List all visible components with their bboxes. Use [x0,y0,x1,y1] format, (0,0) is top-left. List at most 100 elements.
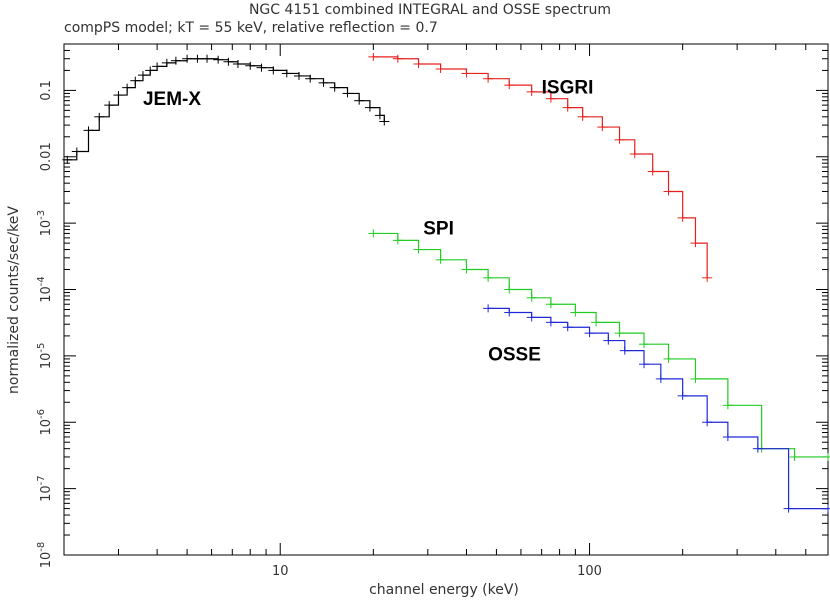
data-point [647,167,658,176]
data-point [639,360,650,369]
series-line [488,307,828,510]
data-point [368,52,379,61]
data-point [483,304,494,313]
series-jem-x: JEM-X [62,54,390,164]
data-point [823,504,830,513]
series-isgri: ISGRI [368,52,713,282]
data-point [562,323,573,332]
data-point [245,61,256,70]
series-line [373,56,708,278]
series-line [373,232,828,458]
data-point [62,155,73,164]
x-tick-label: 100 [577,564,602,579]
data-point [461,69,472,78]
chart-title: NGC 4151 combined INTEGRAL and OSSE spec… [249,2,611,18]
y-axis: 0.1 0.01 10-3 10-4 10-5 10-6 10-7 10-8 [36,43,828,569]
x-tick-label: 10 [272,564,289,579]
data-point [526,293,537,302]
data-point [504,285,515,294]
series-line [67,58,385,161]
data-point [783,504,794,513]
series-label: JEM-X [143,89,201,110]
data-point [104,101,115,110]
data-point [368,229,379,238]
series-label: SPI [423,218,454,239]
data-point [318,78,329,87]
data-point [570,308,581,317]
data-point [392,236,403,245]
data-point [413,59,424,68]
data-point [619,346,630,355]
data-point [545,300,556,309]
data-point [702,273,713,282]
data-point [223,57,234,66]
data-point [161,58,172,67]
series-group: JEM-X ISGRI SPI OSSE [62,52,830,513]
data-point [379,117,390,126]
data-point [202,54,213,63]
y-tick-label: 10-8 [36,542,54,569]
data-point [232,59,243,68]
data-point [663,187,674,196]
data-point [584,329,595,338]
data-point [663,354,674,363]
data-point [435,255,446,264]
data-point [823,452,830,461]
data-point [354,96,365,105]
data-point [614,135,625,144]
series-label: ISGRI [542,77,594,98]
data-point [305,74,316,83]
data-point [256,63,267,72]
data-point [461,265,472,274]
data-point [722,401,733,410]
data-point [690,239,701,248]
data-point [702,418,713,427]
data-point [504,81,515,90]
data-point [113,91,124,100]
data-point [122,83,133,92]
chart-subtitle: compPS model; kT = 55 keV, relative refl… [64,20,438,36]
data-point [614,329,625,338]
data-point [677,213,688,222]
data-point [545,318,556,327]
x-axis-label: channel energy (keV) [369,582,519,598]
data-point [526,313,537,322]
data-point [639,340,650,349]
data-point [170,56,181,65]
data-point [392,54,403,63]
data-point [83,126,94,135]
y-tick-label: 10-5 [36,343,54,370]
data-point [597,123,608,132]
y-tick-label: 10-4 [36,276,54,303]
data-point [483,273,494,282]
plot-frame [63,43,829,556]
data-point [690,374,701,383]
data-point [374,111,385,120]
data-point [591,318,602,327]
y-tick-label: 0.01 [39,142,54,171]
data-point [268,66,279,75]
data-point [722,432,733,441]
data-point [152,62,163,71]
y-tick-label: 10-6 [36,409,54,436]
data-point [94,112,105,121]
data-point [281,69,292,78]
data-point [329,83,340,92]
data-point [603,336,614,345]
data-point [562,103,573,112]
data-point [192,54,203,63]
data-point [435,65,446,74]
series-label: OSSE [488,345,541,366]
data-point [137,71,148,80]
data-point [504,308,515,317]
data-point [629,150,640,159]
y-tick-label: 10-7 [36,475,54,502]
data-point [293,71,304,80]
data-point [213,55,224,64]
data-point [577,112,588,121]
data-point [677,391,688,400]
data-point [364,103,375,112]
series-spi: SPI [368,218,830,461]
data-point [752,444,763,453]
data-point [413,245,424,254]
